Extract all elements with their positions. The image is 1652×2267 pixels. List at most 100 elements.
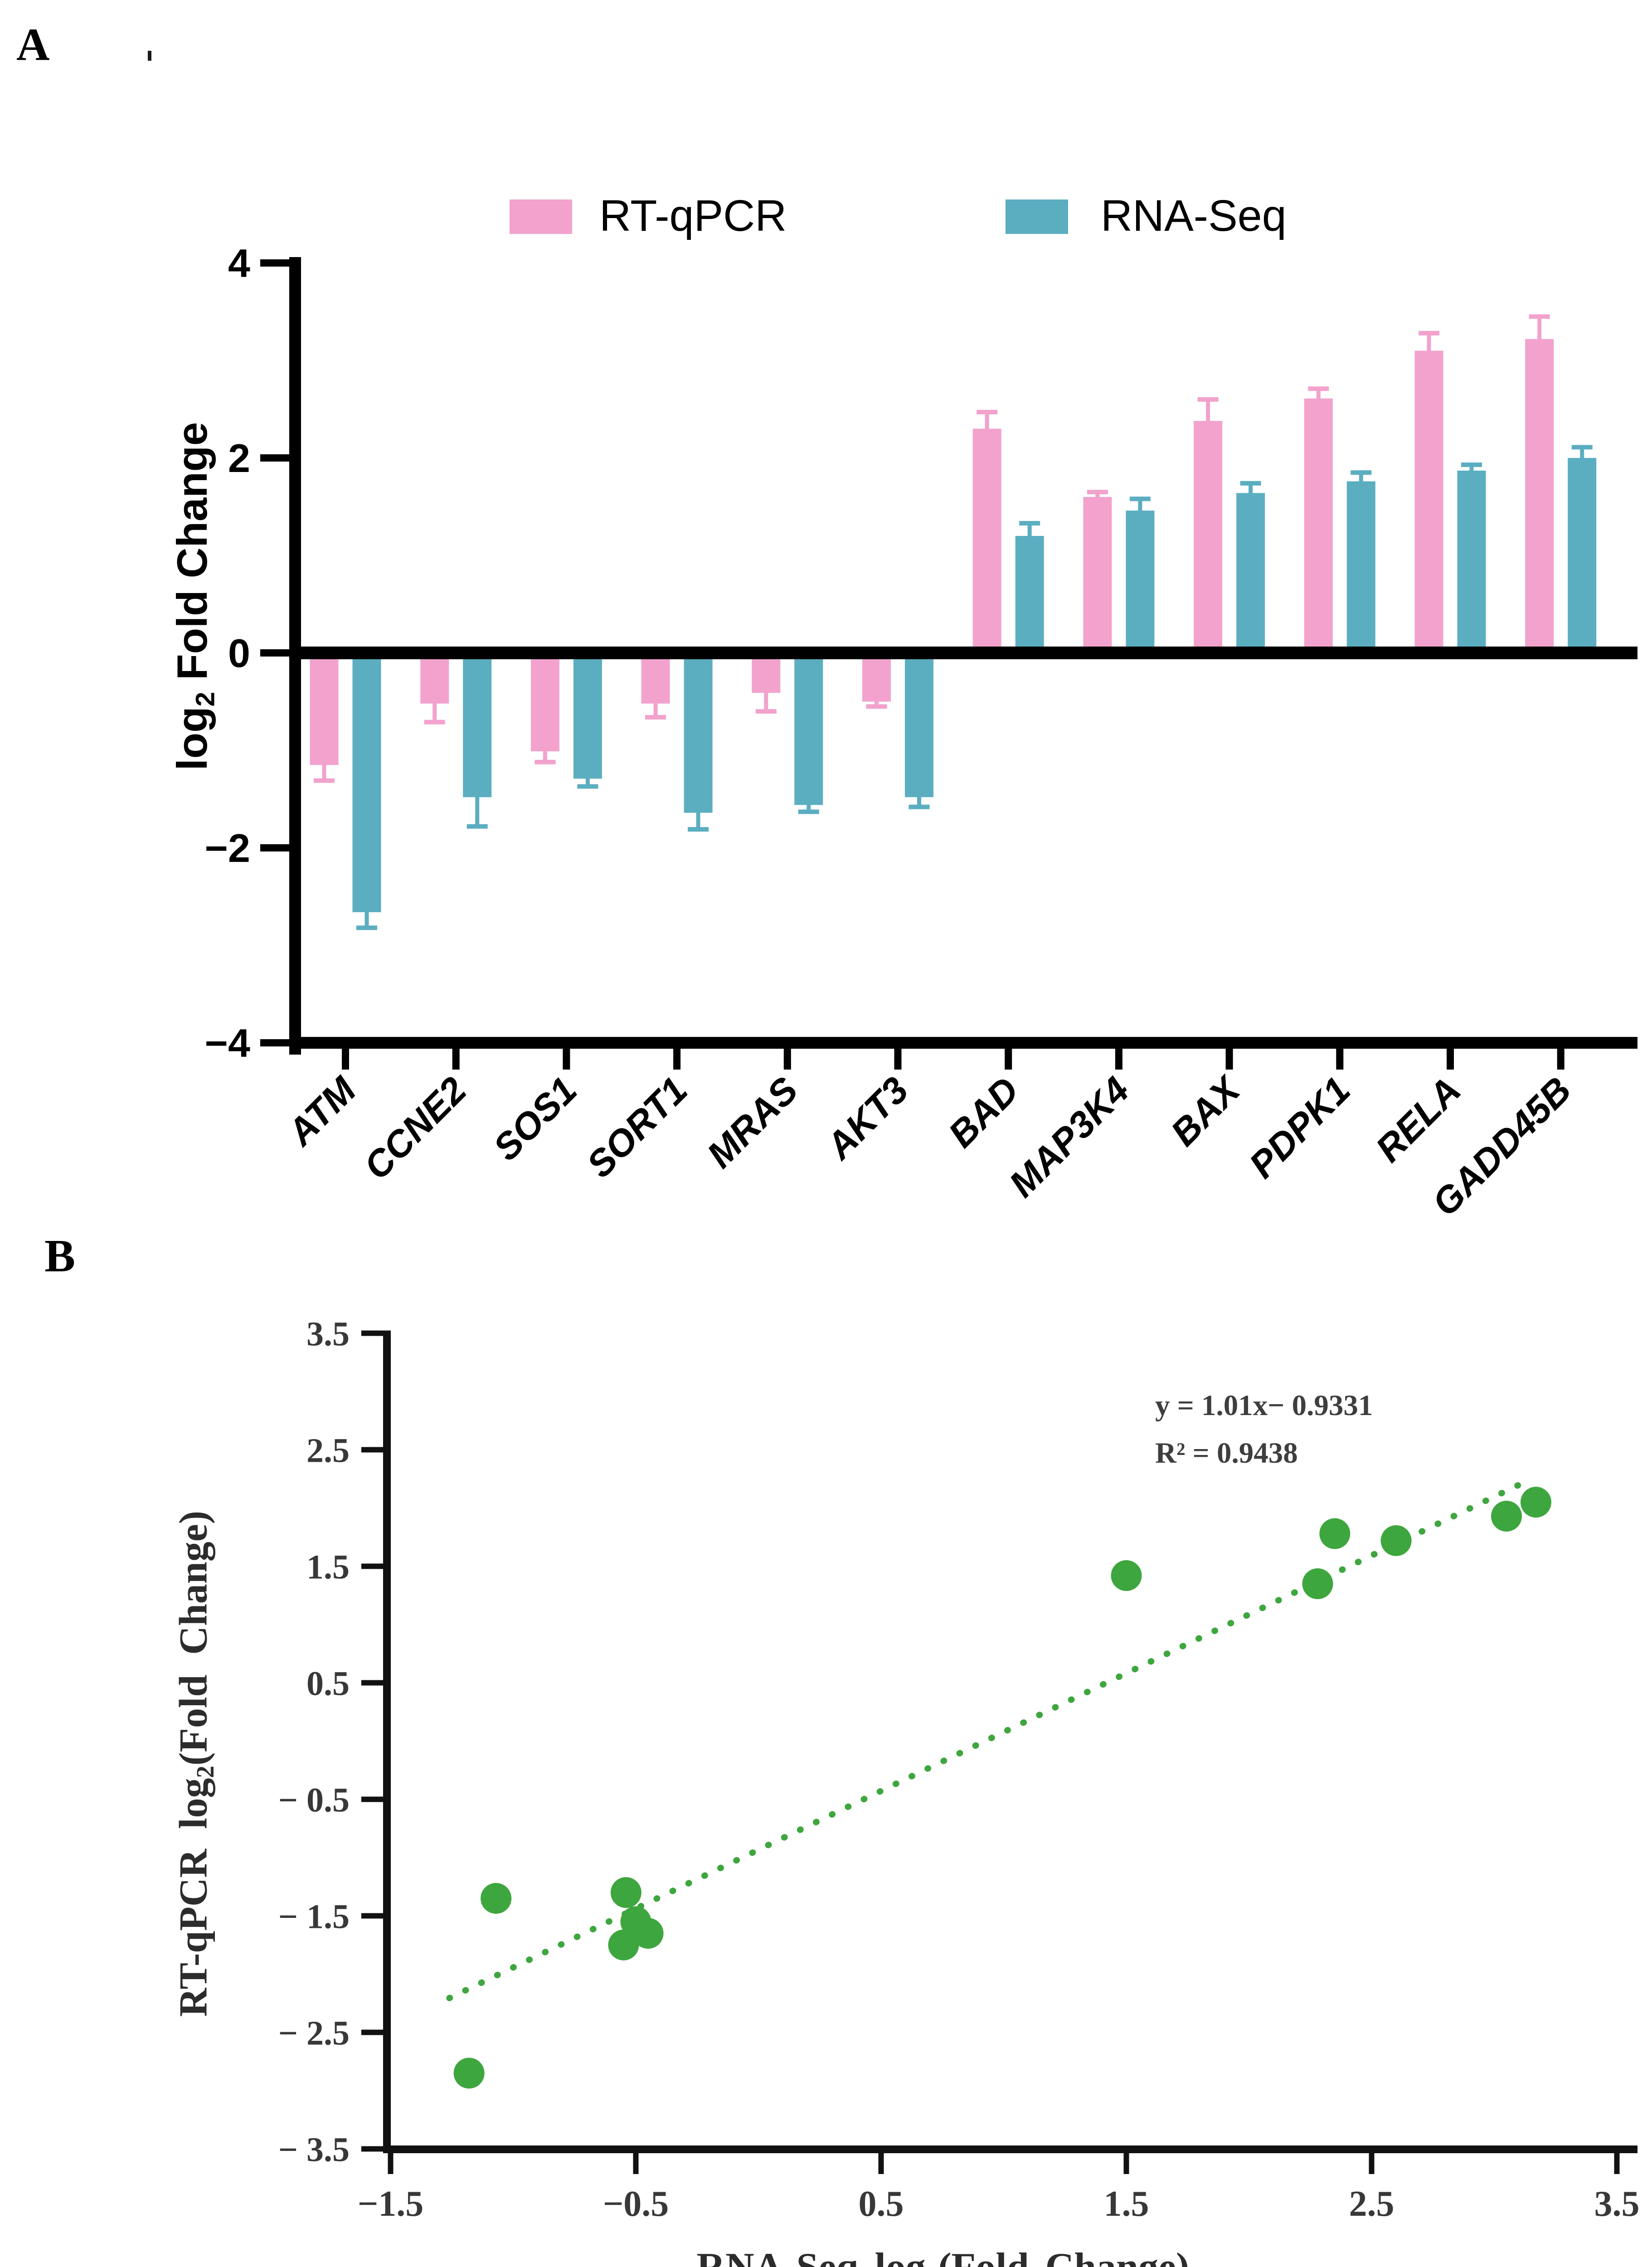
bar-BAX-RT-qPCR xyxy=(1194,421,1223,655)
error-whisker-SOS1-RT-qPCR xyxy=(543,750,547,762)
y-tick-0 xyxy=(260,649,289,657)
error-cap-AKT3-RNA-Seq xyxy=(909,804,930,809)
x-tick-AKT3 xyxy=(894,1049,902,1070)
zero-baseline xyxy=(289,647,1637,659)
y-axis-line xyxy=(289,257,301,1055)
scatter-chart: 3.5 2.5 1.5 0.5 − 0.5 − 1.5 − 2.5 − 3.5−1.5 −0.5… xyxy=(278,1315,1640,2224)
error-cap-AKT3-RT-qPCR xyxy=(866,704,887,709)
x-tick-label-3.5: 3.5 xyxy=(1594,2184,1640,2224)
error-whisker-MRAS-RT-qPCR xyxy=(764,692,768,711)
y-tick--3.5 xyxy=(361,2146,383,2152)
bar-CCNE2-RNA-Seq xyxy=(463,651,492,798)
bar-AKT3-RNA-Seq xyxy=(905,651,933,798)
bar-RELA-RT-qPCR xyxy=(1414,350,1443,655)
x-tick-ATM xyxy=(342,1049,349,1070)
x-tick-label-0.5: 0.5 xyxy=(859,2184,904,2224)
y-tick-1.5 xyxy=(361,1563,383,1569)
x-axis-line xyxy=(289,1037,1637,1049)
x-axis-line xyxy=(383,2145,1637,2153)
error-whisker-AKT3-RT-qPCR xyxy=(875,701,879,707)
bar-MRAS-RNA-Seq xyxy=(794,651,823,805)
error-cap-CCNE2-RNA-Seq xyxy=(466,824,488,829)
scatter-point-9 xyxy=(1380,1525,1412,1556)
bar-GADD45B-RT-qPCR xyxy=(1525,339,1554,655)
error-whisker-RELA-RNA-Seq xyxy=(1469,465,1474,472)
regression-r-squared: R² = 0.9438 xyxy=(1155,1437,1298,1470)
error-whisker-GADD45B-RT-qPCR xyxy=(1537,316,1542,340)
bar-RELA-RNA-Seq xyxy=(1457,470,1486,655)
x-tick-BAD xyxy=(1005,1049,1012,1070)
x-tick-2.5 xyxy=(1369,2153,1375,2174)
x-category-label-PDPK1: PDPK1 xyxy=(1241,1069,1358,1186)
bar-BAD-RNA-Seq xyxy=(1015,536,1044,655)
bar-GADD45B-RNA-Seq xyxy=(1568,458,1597,655)
x-tick-RELA xyxy=(1447,1049,1454,1070)
y-axis-line xyxy=(383,1330,391,2153)
regression-equation: y = 1.01x− 0.9331 xyxy=(1155,1389,1373,1422)
scatter-point-10 xyxy=(1491,1500,1522,1532)
error-cap-ATM-RT-qPCR xyxy=(314,778,335,783)
error-whisker-BAD-RT-qPCR xyxy=(985,412,989,430)
scatter-point-0 xyxy=(453,2058,485,2089)
x-category-label-BAX: BAX xyxy=(1163,1068,1249,1154)
y-tick-label-4: 4 xyxy=(228,241,250,286)
x-tick-SORT1 xyxy=(673,1049,681,1070)
x-category-label-SORT1: SORT1 xyxy=(579,1069,695,1186)
error-whisker-RELA-RT-qPCR xyxy=(1427,333,1431,352)
legend-label-rnaseq: RNA-Seq xyxy=(1101,191,1287,240)
x-tick-0.5 xyxy=(878,2153,884,2174)
error-cap-PDPK1-RNA-Seq xyxy=(1351,470,1372,475)
y-tick-label-1.5: 1.5 xyxy=(306,1548,350,1586)
error-whisker-BAX-RT-qPCR xyxy=(1206,399,1210,422)
x-title-text-post: (Fold Change) xyxy=(938,2245,1189,2267)
error-whisker-SOS1-RNA-Seq xyxy=(585,778,590,787)
x-tick-3.5 xyxy=(1614,2153,1620,2174)
error-cap-GADD45B-RNA-Seq xyxy=(1571,445,1593,450)
y-tick-label--2.5: − 2.5 xyxy=(278,2014,350,2053)
error-whisker-PDPK1-RNA-Seq xyxy=(1359,472,1363,482)
error-cap-GADD45B-RT-qPCR xyxy=(1529,314,1550,319)
x-category-label-MRAS: MRAS xyxy=(699,1069,806,1176)
regression-annotation: y = 1.01x− 0.9331 R² = 0.9438 xyxy=(1155,1382,1373,1478)
error-whisker-PDPK1-RT-qPCR xyxy=(1316,389,1321,399)
legend-swatch-rnaseq xyxy=(1006,199,1068,234)
error-cap-CCNE2-RT-qPCR xyxy=(424,720,445,725)
x-tick-BAX xyxy=(1225,1049,1233,1070)
error-cap-SOS1-RNA-Seq xyxy=(577,784,598,789)
error-cap-MRAS-RNA-Seq xyxy=(798,809,819,814)
error-whisker-SORT1-RNA-Seq xyxy=(696,812,700,830)
error-whisker-SORT1-RT-qPCR xyxy=(653,702,658,717)
x-category-label-CCNE2: CCNE2 xyxy=(356,1069,475,1187)
y-tick--2.5 xyxy=(361,2029,383,2035)
x-tick-label-1.5: 1.5 xyxy=(1104,2184,1149,2224)
scatter-point-5 xyxy=(632,1918,664,1949)
y-tick--4 xyxy=(260,1039,289,1046)
y-tick-label-2: 2 xyxy=(228,436,250,481)
y-tick-label--0.5: − 0.5 xyxy=(278,1781,350,1819)
bar-PDPK1-RT-qPCR xyxy=(1304,398,1333,655)
y-tick-4 xyxy=(260,259,289,267)
y-tick--1.5 xyxy=(361,1913,383,1919)
x-category-label-RELA: RELA xyxy=(1368,1069,1469,1170)
x-tick-SOS1 xyxy=(563,1049,570,1070)
error-cap-BAX-RT-qPCR xyxy=(1197,397,1219,402)
y-tick-0.5 xyxy=(361,1680,383,1686)
error-whisker-BAX-RNA-Seq xyxy=(1249,483,1253,494)
bar-SORT1-RNA-Seq xyxy=(684,651,713,813)
x-category-label-MAP3K4: MAP3K4 xyxy=(1001,1069,1137,1205)
error-cap-SORT1-RNA-Seq xyxy=(688,827,709,832)
y-tick-3.5 xyxy=(361,1330,383,1336)
scatter-point-1 xyxy=(481,1883,512,1914)
x-category-label-ATM: ATM xyxy=(279,1069,364,1154)
error-whisker-AKT3-RNA-Seq xyxy=(917,796,921,807)
y-tick-label-0.5: 0.5 xyxy=(306,1665,350,1703)
y-tick-label-3.5: 3.5 xyxy=(306,1315,350,1353)
x-tick-MAP3K4 xyxy=(1115,1049,1122,1070)
x-tick-GADD45B xyxy=(1557,1049,1565,1070)
y-tick-label-0: 0 xyxy=(228,631,250,676)
x-title-subscript: 2 xyxy=(926,2265,938,2267)
scatter-x-axis-title: RNA-Seq log2(Fold Change) xyxy=(697,2244,1190,2267)
error-whisker-BAD-RNA-Seq xyxy=(1027,523,1032,537)
error-cap-SOS1-RT-qPCR xyxy=(534,759,556,764)
